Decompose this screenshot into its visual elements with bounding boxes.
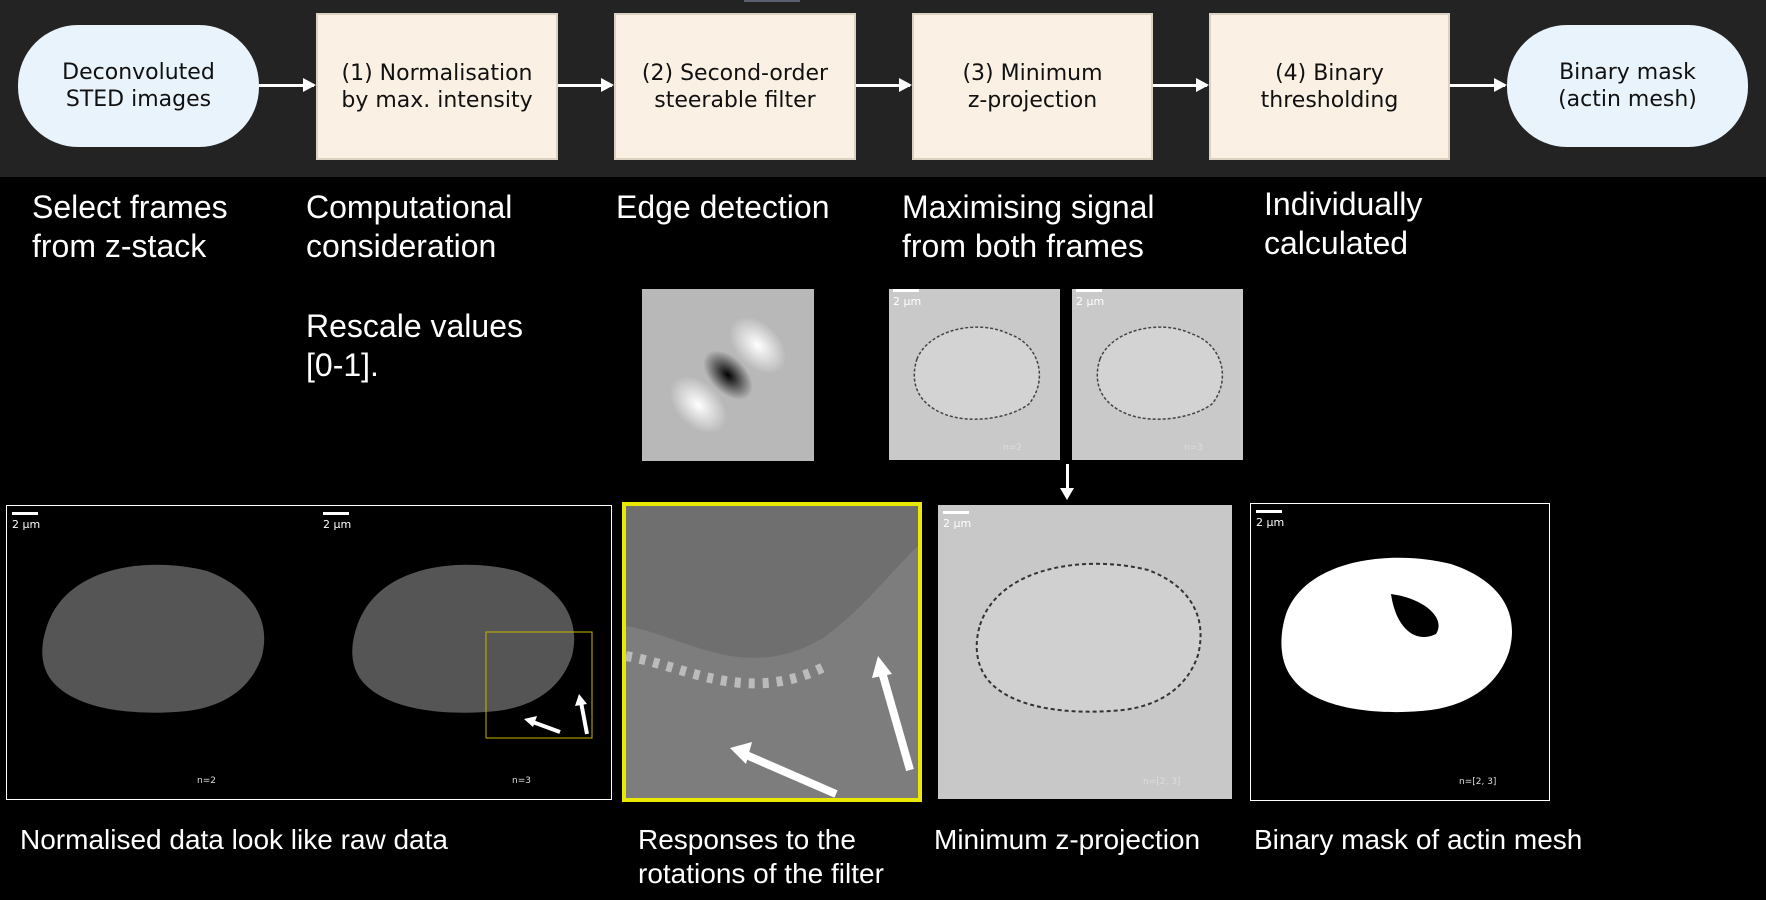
filter-kernel-image: [642, 289, 814, 461]
caption-normalised: Normalised data look like raw data: [20, 823, 448, 857]
caption-minimum: Minimum z-projection: [934, 823, 1200, 857]
frame-label-n2: n=2: [1003, 443, 1022, 453]
node-normalisation: (1) Normalisation by max. intensity: [316, 13, 558, 160]
down-arrow: [1066, 464, 1069, 490]
flow-arrow-1: [259, 84, 314, 87]
binary-mask-panel: 2 µm n=[2, 3]: [1250, 503, 1550, 801]
flow-arrow-2: [558, 84, 612, 87]
node-binary-thresholding: (4) Binary thresholding: [1209, 13, 1450, 160]
normalised-data-panel: 2 µm 2 µm n=2 n=3: [6, 505, 612, 800]
filtered-frame-a: 2 µm n=2: [889, 289, 1060, 460]
scale-bar-label: 2 µm: [323, 518, 351, 531]
caption-binary: Binary mask of actin mesh: [1254, 823, 1582, 857]
node-input: Deconvoluted STED images: [18, 25, 259, 147]
scale-bar-label: 2 µm: [1076, 295, 1104, 308]
note-edge-detection: Edge detection: [616, 188, 830, 227]
top-tab-marker: [744, 0, 800, 2]
node-minimum-projection: (3) Minimum z-projection: [912, 13, 1153, 160]
filtered-frame-b: 2 µm n=3: [1072, 289, 1243, 460]
caption-responses: Responses to the rotations of the filter: [638, 823, 884, 891]
scale-bar-label: 2 µm: [943, 517, 971, 530]
scale-bar-label: 2 µm: [12, 518, 40, 531]
frame-label-n2: n=2: [197, 776, 216, 786]
frame-label-n23: n=[2, 3]: [1143, 777, 1180, 787]
minimum-projection-panel: 2 µm n=[2, 3]: [938, 505, 1232, 799]
note-rescale: Rescale values [0-1].: [306, 307, 523, 385]
note-select-frames: Select frames from z-stack: [32, 188, 228, 266]
note-maximising-signal: Maximising signal from both frames: [902, 188, 1155, 266]
note-computational: Computational consideration: [306, 188, 512, 266]
scale-bar-label: 2 µm: [1256, 516, 1284, 529]
flow-arrow-3: [856, 84, 910, 87]
down-arrowhead: [1060, 488, 1074, 500]
scale-bar-label: 2 µm: [893, 295, 921, 308]
flow-arrow-5: [1450, 84, 1505, 87]
node-output: Binary mask (actin mesh): [1507, 25, 1748, 147]
frame-label-n23: n=[2, 3]: [1459, 777, 1496, 787]
flow-arrow-4: [1153, 84, 1207, 87]
frame-label-n3: n=3: [512, 776, 531, 786]
filter-responses-panel: [622, 502, 922, 802]
node-steerable-filter: (2) Second-order steerable filter: [614, 13, 856, 160]
note-individually-calculated: Individually calculated: [1264, 185, 1422, 263]
frame-label-n3: n=3: [1184, 443, 1203, 453]
